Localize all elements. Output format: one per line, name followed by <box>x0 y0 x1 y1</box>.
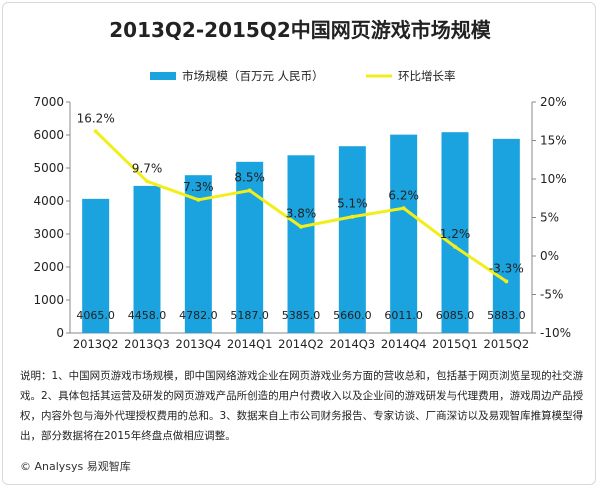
y-left-tick-label: 2000 <box>33 260 64 274</box>
y-left-tick-label: 6000 <box>33 128 64 142</box>
bar <box>82 198 110 333</box>
legend-bar-swatch <box>150 72 176 80</box>
chart-frame <box>2 2 596 485</box>
growth-point <box>401 206 406 211</box>
x-tick-label: 2014Q1 <box>227 337 273 351</box>
x-tick-label: 2013Q4 <box>176 337 222 351</box>
y-left-tick-label: 4000 <box>33 194 64 208</box>
bar-value-label: 5883.0 <box>487 309 526 322</box>
growth-point <box>145 179 149 184</box>
x-tick-label: 2013Q3 <box>124 337 170 351</box>
x-tick-label: 2013Q2 <box>73 337 119 351</box>
growth-value-label: 7.3% <box>183 180 214 194</box>
growth-value-label: 1.2% <box>440 227 471 241</box>
y-right-tick-label: 10% <box>540 172 567 186</box>
growth-point <box>453 244 457 249</box>
chart-title: 2013Q2-2015Q2中国网页游戏市场规模 <box>109 18 491 42</box>
growth-point <box>504 279 509 284</box>
bar <box>441 132 469 333</box>
x-tick-label: 2014Q3 <box>330 337 376 351</box>
bar-value-label: 5660.0 <box>333 309 372 322</box>
growth-point <box>299 224 303 229</box>
y-right-tick-label: 20% <box>540 95 567 109</box>
bar <box>287 155 315 333</box>
bar-value-label: 6011.0 <box>384 309 423 322</box>
growth-value-label: -3.3% <box>489 261 524 275</box>
bar-value-label: 5187.0 <box>230 309 269 322</box>
bar <box>133 185 161 333</box>
x-tick-label: 2014Q2 <box>278 337 324 351</box>
y-right-tick-label: -10% <box>540 326 571 340</box>
growth-point <box>247 188 252 193</box>
growth-value-label: 5.1% <box>337 197 368 211</box>
bar <box>492 138 520 333</box>
growth-value-label: 16.2% <box>77 111 115 125</box>
y-right-tick-label: 5% <box>540 211 559 225</box>
bar <box>390 134 418 333</box>
legend-bar-label: 市场规模（百万元 人民币） <box>182 69 324 83</box>
bar-value-label: 5385.0 <box>282 309 321 322</box>
y-left-tick-label: 3000 <box>33 227 64 241</box>
growth-point <box>93 129 98 134</box>
growth-value-label: 6.2% <box>388 188 419 202</box>
x-tick-label: 2015Q2 <box>484 337 530 351</box>
x-tick-label: 2015Q1 <box>432 337 478 351</box>
bar-value-label: 4065.0 <box>76 309 115 322</box>
growth-value-label: 8.5% <box>234 171 265 185</box>
bar-value-label: 6085.0 <box>436 309 475 322</box>
y-left-tick-label: 7000 <box>33 95 64 109</box>
x-tick-label: 2014Q4 <box>381 337 427 351</box>
chart-canvas: 0 1000 2000 3000 4000 5000 6000 7000 20% 15% 10% 5%… <box>33 69 571 351</box>
growth-point <box>196 197 201 202</box>
y-right-tick-label: 15% <box>540 134 567 148</box>
growth-value-label: 9.7% <box>132 161 163 175</box>
growth-point <box>350 214 355 219</box>
bar <box>236 161 264 333</box>
growth-value-label: 3.8% <box>286 207 317 221</box>
y-left-tick-label: 5000 <box>33 161 64 175</box>
y-left-tick-label: 1000 <box>33 293 64 307</box>
y-left-tick-label: 0 <box>56 326 64 340</box>
bar-value-label: 4458.0 <box>128 309 167 322</box>
chart-source: © Analysys 易观智库 <box>20 460 131 473</box>
y-right-tick-label: -5% <box>540 288 563 302</box>
bar-value-label: 4782.0 <box>179 309 218 322</box>
bar <box>338 146 366 333</box>
legend-line-label: 环比增长率 <box>398 69 456 83</box>
chart-notes: 说明：1、中国网页游戏市场规模，即中国网络游戏企业在网页游戏业务方面的营收总和，… <box>20 370 584 442</box>
y-right-tick-label: 0% <box>540 249 559 263</box>
